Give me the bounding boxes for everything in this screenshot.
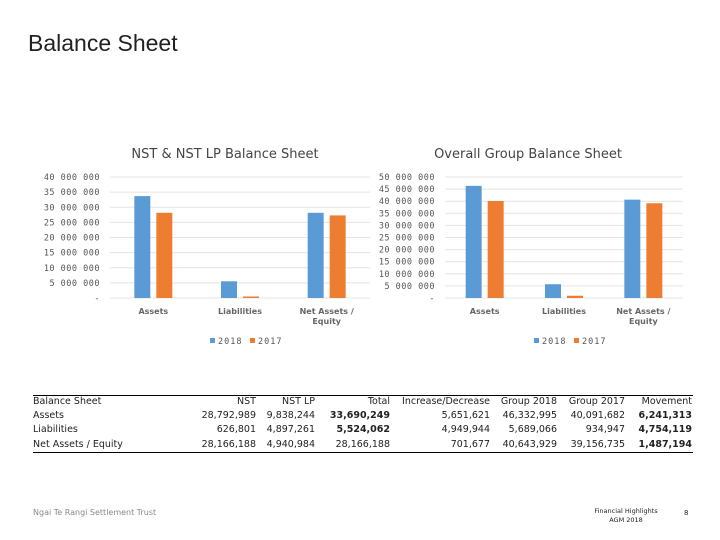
- y-tick-label: -: [429, 294, 435, 304]
- y-tick-label: 40 000 000: [44, 173, 100, 183]
- bar-2017-2: [646, 203, 663, 298]
- x-category-label: Liabilities: [542, 307, 586, 316]
- chart-nst-svg: NST & NST LP Balance Sheet - 5 000 000 10 0…: [44, 147, 370, 347]
- y-tick-label: 50 000 000: [379, 173, 435, 183]
- x-category-label-part: Net Assets /: [616, 307, 670, 316]
- y-tick-label: 40 000 000: [379, 197, 435, 207]
- legend-label-2017: 2017: [258, 337, 282, 347]
- y-tick-label: 15 000 000: [379, 258, 435, 268]
- y-tick-label: 35 000 000: [379, 209, 435, 219]
- table-cell: 5,689,066: [508, 424, 557, 435]
- y-tick-label: 30 000 000: [44, 203, 100, 213]
- table-cell: 9,838,244: [266, 409, 315, 421]
- table-cell: 33,690,249: [329, 409, 390, 421]
- y-tick-label: 10 000 000: [379, 270, 435, 280]
- x-category-label: Assets: [470, 307, 500, 316]
- table-cell: 40,091,682: [570, 409, 625, 421]
- table-cell: 626,801: [216, 424, 256, 435]
- bar-2018-1: [545, 284, 561, 298]
- table-top-rule: [33, 395, 693, 396]
- table-cell: 4,897,261: [266, 424, 315, 435]
- table-cell: 4,949,944: [441, 424, 490, 435]
- x-category-label: Net Assets / Equity: [300, 307, 354, 326]
- table-cell: 5,651,621: [441, 409, 490, 421]
- header-nst-lp: NST LP: [282, 396, 315, 407]
- bar-2018-0: [134, 196, 151, 298]
- legend-label-2018: 2018: [218, 337, 242, 347]
- table-cell: 5,524,062: [336, 424, 391, 435]
- header-movement: Movement: [641, 396, 692, 407]
- footer-organisation: Ngai Te Rangi Settlement Trust: [33, 508, 157, 517]
- table-cell: 6,241,313: [638, 409, 693, 421]
- y-tick-label: 5 000 000: [49, 279, 100, 289]
- y-tick-label: 35 000 000: [44, 188, 100, 198]
- table-cell: 934,947: [585, 424, 625, 435]
- x-category-label: Net Assets / Equity: [616, 307, 670, 326]
- legend-swatch-2017: [574, 338, 579, 343]
- x-category-label: Assets: [138, 307, 168, 316]
- legend-label-2018: 2018: [542, 337, 566, 347]
- chart-group-svg: Overall Group Balance Sheet - 5 000 000 10 …: [379, 147, 683, 347]
- bar-2018-0: [465, 185, 482, 298]
- page-number: 8: [684, 509, 689, 517]
- table-cell: 28,166,188: [201, 438, 256, 450]
- x-category-label-part: Net Assets /: [300, 307, 354, 316]
- y-tick-label: 25 000 000: [379, 234, 435, 244]
- y-tick-label: 20 000 000: [379, 246, 435, 256]
- table-cell: 28,792,989: [201, 409, 256, 421]
- table-cell: Assets: [33, 409, 64, 421]
- y-tick-label: 10 000 000: [44, 264, 100, 274]
- table-cell: 701,677: [450, 438, 490, 450]
- table-bottom-rule: [33, 452, 693, 453]
- table-cell: 4,940,984: [266, 438, 315, 450]
- table-cell: 40,643,929: [502, 438, 557, 450]
- bar-2017-0: [156, 212, 173, 298]
- bar-2017-0: [487, 200, 504, 298]
- bar-2018-2: [624, 199, 641, 298]
- table-cell: 46,332,995: [502, 409, 557, 421]
- bar-2017-1: [567, 295, 583, 298]
- x-category-label-part: Equity: [312, 317, 341, 326]
- header-total: Total: [367, 396, 390, 407]
- table-cell: Liabilities: [33, 424, 78, 435]
- y-tick-label: 45 000 000: [379, 185, 435, 195]
- y-tick-label: 25 000 000: [44, 218, 100, 228]
- x-category-label-part: Equity: [629, 317, 658, 326]
- header-balance-sheet: Balance Sheet: [33, 396, 102, 407]
- chart-title: NST & NST LP Balance Sheet: [131, 147, 318, 162]
- legend-swatch-2018: [534, 338, 539, 343]
- y-tick-label: 5 000 000: [384, 282, 435, 292]
- legend-swatch-2017: [250, 338, 255, 343]
- x-category-label: Liabilities: [218, 307, 262, 316]
- footer-event-line2: AGM 2018: [609, 516, 643, 524]
- table-cell: 39,156,735: [570, 438, 625, 450]
- table-cell: 4,754,119: [638, 424, 693, 435]
- y-tick-label: 20 000 000: [44, 234, 100, 244]
- chart-title: Overall Group Balance Sheet: [434, 147, 622, 162]
- bar-2018-2: [307, 212, 324, 298]
- table-cell: 1,487,194: [638, 438, 693, 450]
- header-nst: NST: [237, 396, 256, 407]
- legend-label-2017: 2017: [582, 337, 606, 347]
- footer-event-line1: Financial Highlights: [594, 507, 658, 515]
- header-increase-decrease: Increase/Decrease: [402, 396, 490, 407]
- chart-group: Overall Group Balance Sheet - 5 000 000 10 …: [365, 140, 705, 355]
- bar-2017-1: [243, 296, 259, 298]
- header-group-2017: Group 2017: [568, 396, 625, 407]
- table-cell: Net Assets / Equity: [33, 438, 123, 450]
- y-tick-label: 15 000 000: [44, 249, 100, 259]
- footer-event: Financial Highlights AGM 2018: [590, 507, 662, 525]
- slide-title: Balance Sheet: [28, 30, 178, 56]
- chart-nst: NST & NST LP Balance Sheet - 5 000 000 10 0…: [20, 140, 370, 355]
- header-group-2018: Group 2018: [500, 396, 557, 407]
- table-cell: 28,166,188: [335, 438, 390, 450]
- y-tick-label: -: [94, 294, 100, 304]
- bar-2017-2: [329, 215, 346, 298]
- y-tick-label: 30 000 000: [379, 221, 435, 231]
- bar-2018-1: [221, 281, 237, 298]
- legend-swatch-2018: [210, 338, 215, 343]
